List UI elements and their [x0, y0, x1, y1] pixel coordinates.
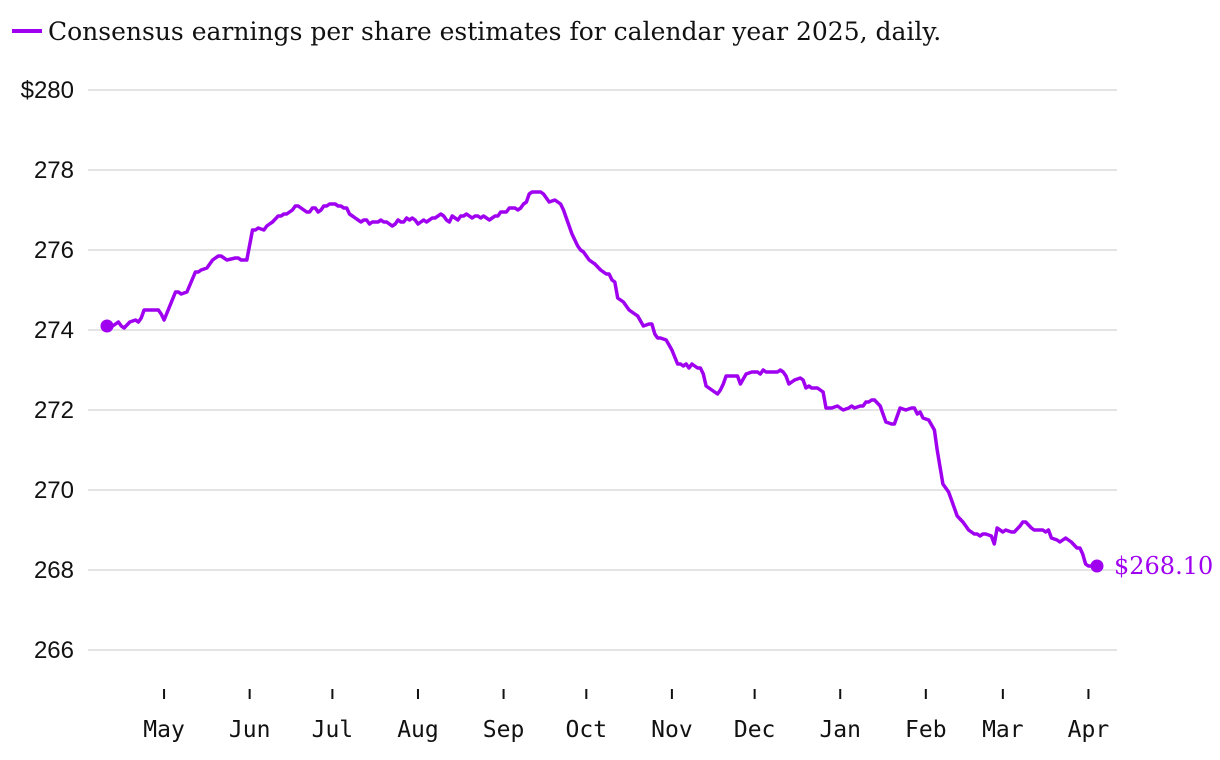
- x-tick-label: Dec: [734, 717, 776, 743]
- y-tick-label: 270: [34, 477, 74, 504]
- y-tick-label: $280: [21, 77, 74, 104]
- x-tick-label: Jan: [819, 717, 861, 743]
- x-tick-label: Sep: [483, 717, 525, 743]
- y-tick-label: 266: [34, 637, 74, 664]
- x-tick-label: Apr: [1068, 717, 1110, 743]
- series-line: [105, 190, 1099, 568]
- end-value-label: $268.10: [1114, 552, 1213, 580]
- x-tick-label: Feb: [905, 717, 947, 743]
- y-tick-label: 276: [34, 237, 74, 264]
- x-axis: May Jun Jul Aug Sep Oct Nov Dec Jan Feb Mar Apr: [143, 689, 1109, 743]
- y-tick-label: 268: [34, 557, 74, 584]
- end-point-marker: [1090, 559, 1104, 573]
- gridlines: [88, 89, 1117, 651]
- series-layer: $268.10: [100, 190, 1213, 580]
- start-point-marker: [100, 319, 114, 333]
- y-tick-label: 278: [34, 157, 74, 184]
- chart-title: Consensus earnings per share estimates f…: [48, 17, 941, 46]
- y-tick-label: 274: [34, 317, 74, 344]
- x-tick-label: Oct: [566, 717, 608, 743]
- x-tick-label: Mar: [982, 717, 1024, 743]
- y-axis-tick-labels: $280 278 276 274 272 270 268 266: [21, 77, 74, 664]
- x-tick-label: Jun: [229, 717, 271, 743]
- x-tick-label: Jul: [312, 717, 354, 743]
- x-tick-label: May: [143, 717, 185, 743]
- x-tick-label: Nov: [651, 717, 693, 743]
- y-tick-label: 272: [34, 397, 74, 424]
- chart-legend: Consensus earnings per share estimates f…: [12, 17, 941, 46]
- x-tick-label: Aug: [397, 717, 439, 743]
